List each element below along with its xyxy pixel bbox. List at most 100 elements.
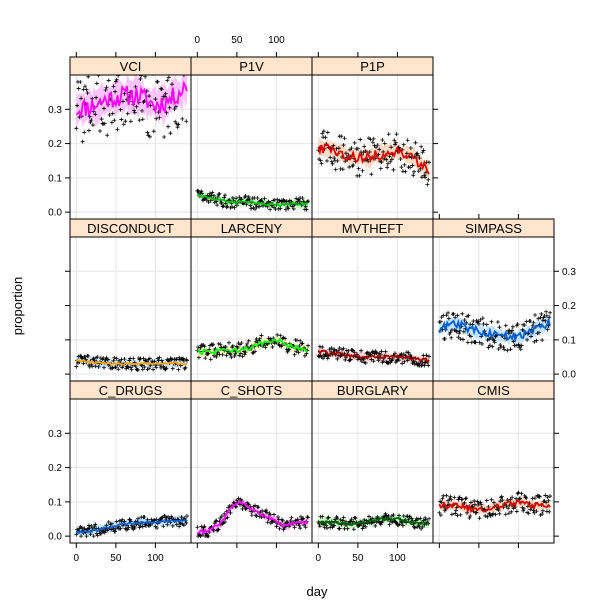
y-tick-label: 0.2: [48, 463, 62, 474]
data-point: [505, 348, 510, 353]
data-point: [330, 161, 335, 166]
data-point: [297, 523, 302, 528]
data-point: [532, 339, 537, 344]
data-point: [210, 343, 215, 348]
data-point: [477, 516, 482, 521]
x-tick-label: 100: [389, 553, 406, 564]
data-point: [240, 354, 245, 359]
data-point: [510, 328, 515, 333]
data-point: [145, 517, 150, 522]
y-tick-label: 0.2: [48, 139, 62, 150]
data-point: [371, 136, 376, 141]
data-point: [379, 349, 384, 354]
data-point: [337, 346, 342, 351]
data-point: [462, 500, 467, 505]
data-point: [457, 328, 462, 333]
data-point: [352, 350, 357, 355]
data-point: [214, 518, 219, 523]
data-point: [418, 166, 423, 171]
data-point: [208, 357, 213, 362]
strip-label: P1V: [239, 59, 264, 74]
data-point: [219, 514, 224, 519]
data-point: [217, 191, 222, 196]
data-point: [423, 175, 428, 180]
data-point: [351, 162, 356, 167]
data-point: [122, 91, 127, 96]
data-point: [344, 151, 349, 156]
data-point: [113, 529, 118, 534]
data-point: [336, 146, 341, 151]
data-point: [140, 524, 145, 529]
data-point: [255, 196, 260, 201]
data-point: [517, 496, 522, 501]
panel-border: [432, 398, 555, 544]
data-point: [521, 508, 526, 513]
data-point: [362, 144, 367, 149]
trend-line: [197, 194, 309, 207]
data-point: [218, 516, 223, 521]
data-point: [302, 353, 307, 358]
data-point: [426, 363, 431, 368]
data-point: [91, 534, 96, 539]
data-point: [173, 104, 178, 109]
panel-series: [74, 353, 190, 372]
data-point: [325, 130, 330, 135]
data-point: [335, 158, 340, 163]
data-point: [300, 517, 305, 522]
data-point: [164, 366, 169, 371]
data-point: [320, 345, 325, 350]
x-tick-label: 50: [110, 553, 122, 564]
trend-line: [75, 519, 188, 535]
data-point: [327, 347, 332, 352]
data-point: [451, 311, 456, 316]
data-point: [196, 355, 201, 360]
data-point: [347, 165, 352, 170]
panel-larceny: LARCENY: [190, 218, 313, 382]
data-point: [362, 517, 367, 522]
y-tick-label: 0.1: [48, 497, 62, 508]
data-point: [461, 337, 466, 342]
data-point: [274, 524, 279, 529]
data-point: [402, 359, 407, 364]
data-point: [259, 197, 264, 202]
data-point: [290, 204, 295, 209]
data-point: [352, 140, 357, 145]
data-point: [170, 366, 175, 371]
strip-label: C_DRUGS: [99, 383, 163, 398]
data-point: [427, 354, 432, 359]
data-point: [480, 316, 485, 321]
data-point: [408, 145, 413, 150]
data-point: [370, 140, 375, 145]
data-point: [85, 91, 90, 96]
data-point: [331, 143, 336, 148]
data-point: [164, 110, 169, 115]
data-point: [115, 127, 120, 132]
data-point: [509, 509, 514, 514]
data-point: [349, 517, 354, 522]
data-point: [360, 526, 365, 531]
x-tick-label: 0: [74, 553, 80, 564]
data-point: [297, 198, 302, 203]
data-point: [420, 150, 425, 155]
data-point: [94, 95, 99, 100]
data-point: [230, 204, 235, 209]
data-point: [206, 200, 211, 205]
data-point: [74, 126, 79, 131]
data-point: [246, 338, 251, 343]
data-point: [200, 191, 205, 196]
data-point: [352, 515, 357, 520]
data-point: [155, 79, 160, 84]
data-point: [257, 336, 262, 341]
data-point: [292, 352, 297, 357]
data-point: [264, 508, 269, 513]
data-point: [249, 206, 254, 211]
x-tick-label: 50: [231, 35, 243, 46]
data-point: [109, 521, 114, 526]
data-point: [94, 81, 99, 86]
data-point: [422, 363, 427, 368]
data-point: [79, 96, 84, 101]
x-tick-label: 0: [195, 35, 201, 46]
y-tick-label: 0.3: [562, 267, 576, 278]
data-point: [531, 508, 536, 513]
data-point: [92, 524, 97, 529]
